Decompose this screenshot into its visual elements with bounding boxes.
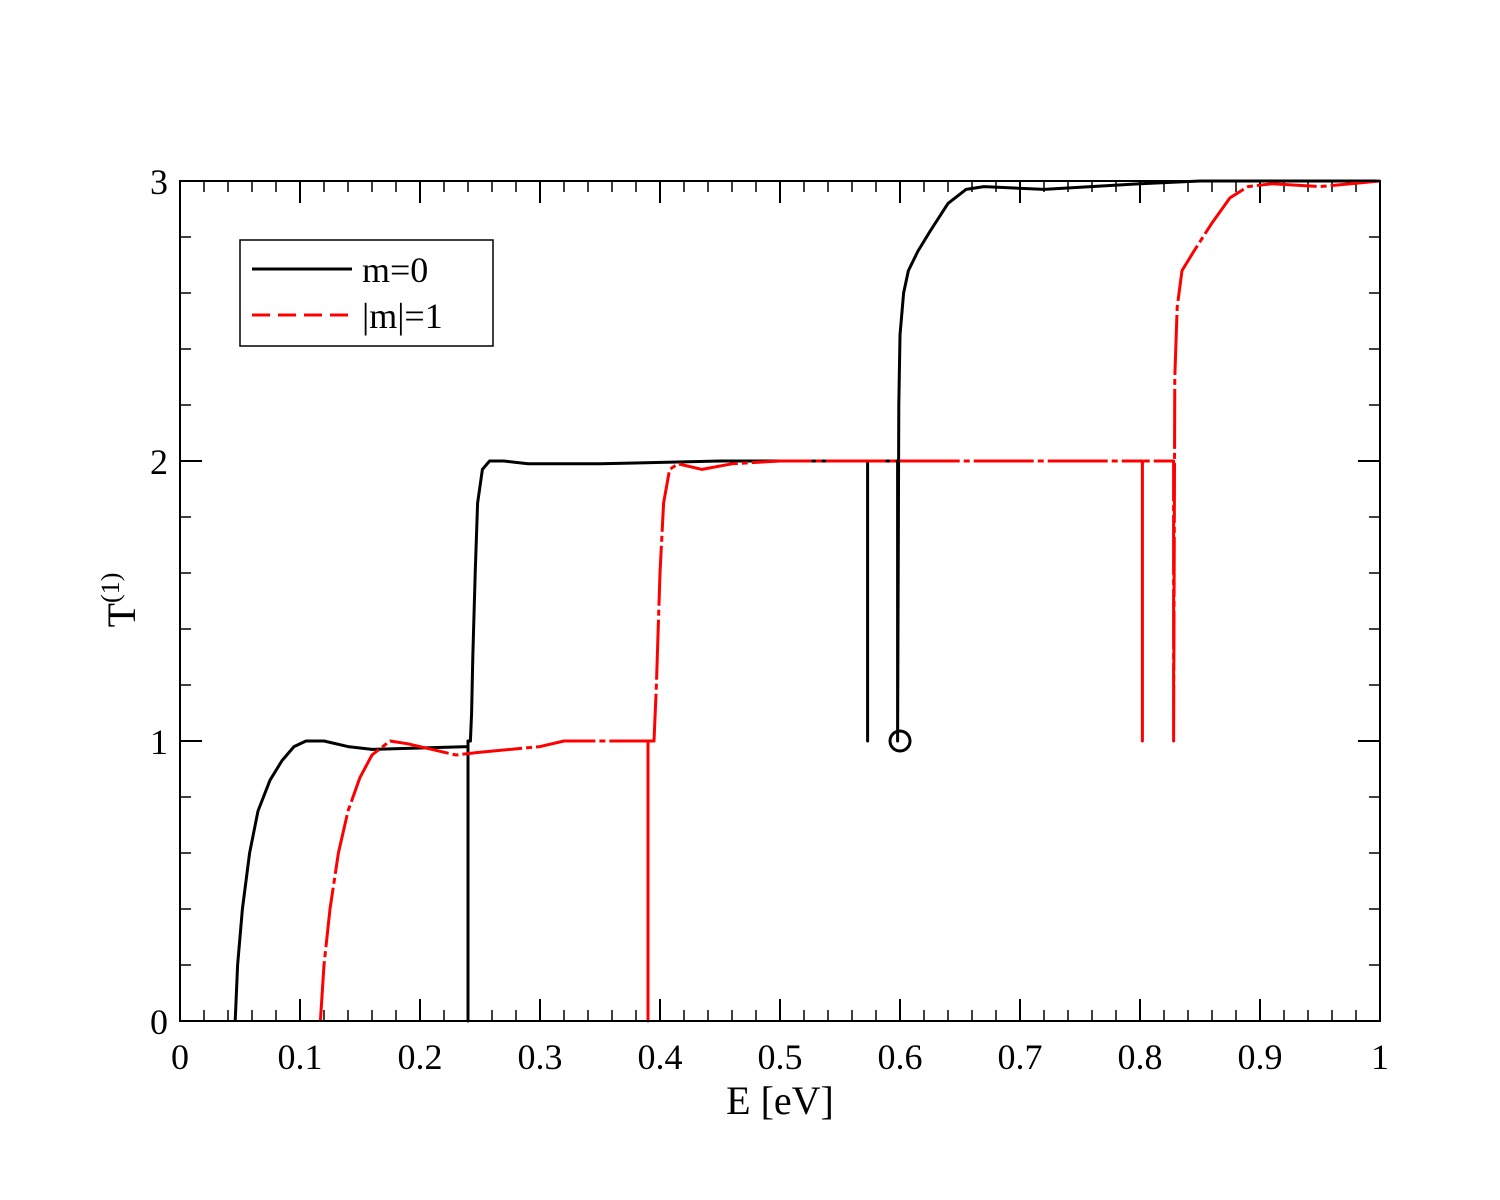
x-tick-label: 1 [1371, 1037, 1389, 1077]
legend-label-m0: m=0 [362, 250, 428, 290]
y-tick-label: 2 [150, 442, 168, 482]
series-line-0 [233, 179, 1380, 1023]
x-tick-label: 0.5 [758, 1037, 803, 1077]
x-tick-label: 0.9 [1238, 1037, 1283, 1077]
x-tick-label: 0.3 [518, 1037, 563, 1077]
y-tick-labels: 0 1 2 3 [150, 162, 168, 1042]
legend-label-m1: |m|=1 [362, 296, 443, 336]
x-tick-label: 0.1 [278, 1037, 323, 1077]
y-tick-label: 1 [150, 722, 168, 762]
x-tick-label: 0.6 [878, 1037, 923, 1077]
x-tick-label: 0 [171, 1037, 189, 1077]
y-axis-title: T(1) [96, 573, 144, 628]
series-layer [233, 179, 1381, 1023]
legend: m=0 |m|=1 [239, 239, 494, 347]
y-axis-title-superscript: (1) [96, 573, 125, 603]
x-tick-label: 0.7 [998, 1037, 1043, 1077]
y-tick-label: 3 [150, 162, 168, 202]
plot-frame [179, 180, 1381, 1022]
x-tick-label: 0.2 [398, 1037, 443, 1077]
series-marker [888, 729, 912, 753]
series-line-1 [318, 179, 1381, 1023]
x-tick-labels: 0 0.1 0.2 0.3 0.4 0.5 0.6 0.7 0.8 0.9 1 [171, 1037, 1389, 1077]
x-tick-label: 0.4 [638, 1037, 683, 1077]
x-tick-label: 0.8 [1118, 1037, 1163, 1077]
y-tick-label: 0 [150, 1002, 168, 1042]
y-axis-title-base: T [99, 603, 144, 627]
x-axis-title: E [eV] [726, 1078, 834, 1123]
legend-box [239, 239, 494, 347]
